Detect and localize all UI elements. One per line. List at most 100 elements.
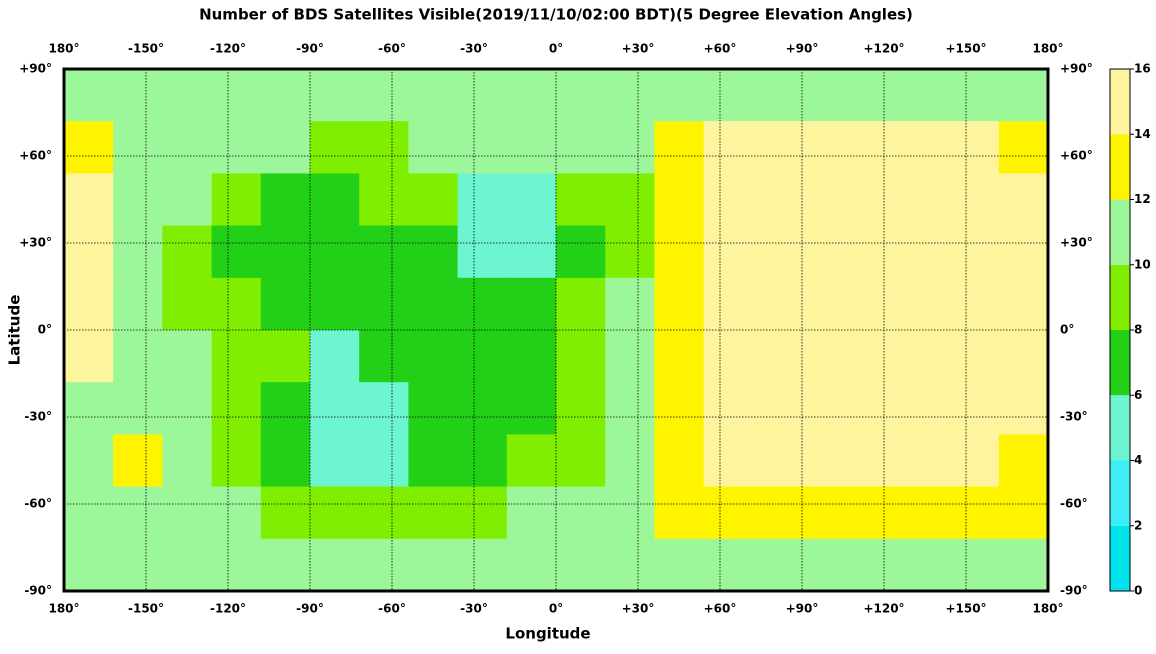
heat-cell xyxy=(802,486,852,540)
heat-cell xyxy=(113,69,163,122)
heat-cell xyxy=(949,121,1000,174)
heat-cell xyxy=(408,382,459,435)
heat-cell xyxy=(506,121,557,174)
heat-cell xyxy=(556,434,606,488)
colorbar-tick-label: 16 xyxy=(1134,62,1151,76)
colorbar-tick-label: 0 xyxy=(1134,584,1142,598)
heat-cell xyxy=(359,69,409,122)
y-tick-label-left: -90° xyxy=(24,584,52,598)
heat-cell xyxy=(211,69,262,122)
heat-cell xyxy=(703,225,754,279)
heat-cell xyxy=(408,434,459,488)
heat-cell xyxy=(408,486,459,540)
heat-cell xyxy=(556,382,606,435)
heat-cell xyxy=(310,225,360,279)
heat-cell xyxy=(752,538,803,592)
x-tick-label-top: +120° xyxy=(863,42,904,56)
heat-cell xyxy=(310,173,360,227)
x-tick-label-bottom: -90° xyxy=(296,602,324,616)
x-tick-label-bottom: +90° xyxy=(786,602,819,616)
heat-cell xyxy=(949,434,1000,488)
x-tick-label-top: -120° xyxy=(210,42,246,56)
heat-cell xyxy=(851,538,901,592)
y-tick-label-right: +30° xyxy=(1060,236,1093,250)
heat-cell xyxy=(605,382,655,435)
heat-cell xyxy=(64,277,114,331)
heat-cell xyxy=(506,173,557,227)
heat-cell xyxy=(556,486,606,540)
heat-cell xyxy=(457,277,508,331)
heat-cell xyxy=(64,486,114,540)
heat-cell xyxy=(113,225,163,279)
heat-cell xyxy=(162,121,213,174)
heat-cell xyxy=(113,121,163,174)
x-tick-label-top: +60° xyxy=(704,42,737,56)
heat-cell xyxy=(802,538,852,592)
heat-cell xyxy=(162,434,213,488)
heat-cell xyxy=(556,538,606,592)
heat-cell xyxy=(211,277,262,331)
heat-cell xyxy=(703,538,754,592)
heat-cell xyxy=(752,434,803,488)
heat-cell xyxy=(113,486,163,540)
heat-cell xyxy=(802,277,852,331)
x-tick-label-bottom: +120° xyxy=(863,602,904,616)
heat-cell xyxy=(752,486,803,540)
colorbar-swatch xyxy=(1110,69,1130,135)
heat-cell xyxy=(654,225,705,279)
heat-cell xyxy=(605,538,655,592)
heat-cell xyxy=(703,330,754,383)
x-tick-label-top: 0° xyxy=(549,42,563,56)
x-tick-label-top: -60° xyxy=(378,42,406,56)
heat-cell xyxy=(64,538,114,592)
heat-cell xyxy=(998,538,1049,592)
heat-cell xyxy=(310,434,360,488)
heat-cell xyxy=(556,277,606,331)
heat-cell xyxy=(851,486,901,540)
x-tick-label-top: 180° xyxy=(1032,42,1063,56)
heat-cell xyxy=(359,330,409,383)
heat-cell xyxy=(802,382,852,435)
heat-cell xyxy=(851,330,901,383)
heat-cell xyxy=(605,121,655,174)
tick-labels: 180° 180° -150° -150° -120° -120° -90° -90° -60°… xyxy=(19,42,1093,616)
y-tick-label-right: +90° xyxy=(1060,62,1093,76)
heat-cell xyxy=(802,225,852,279)
heat-cell xyxy=(654,277,705,331)
heat-cell xyxy=(556,225,606,279)
heat-cell xyxy=(556,173,606,227)
heat-cell xyxy=(752,225,803,279)
heat-cell xyxy=(900,277,951,331)
heat-cell xyxy=(457,330,508,383)
x-tick-label-bottom: -150° xyxy=(128,602,164,616)
heat-cell xyxy=(802,330,852,383)
heat-cell xyxy=(752,330,803,383)
heat-cell xyxy=(998,173,1049,227)
heat-cell xyxy=(949,225,1000,279)
x-tick-label-top: 180° xyxy=(48,42,79,56)
heat-cell xyxy=(64,173,114,227)
heat-cell xyxy=(752,69,803,122)
heat-cell xyxy=(211,538,262,592)
heat-cell xyxy=(113,538,163,592)
heat-cell xyxy=(998,225,1049,279)
heat-cell xyxy=(162,173,213,227)
heat-cell xyxy=(605,225,655,279)
heat-cell xyxy=(851,69,901,122)
heat-cell xyxy=(506,382,557,435)
heat-cell xyxy=(211,382,262,435)
heat-cell xyxy=(949,538,1000,592)
heat-cell xyxy=(260,486,311,540)
chart-title: Number of BDS Satellites Visible(2019/11… xyxy=(199,6,913,24)
heat-cell xyxy=(506,69,557,122)
y-tick-label-right: -30° xyxy=(1060,410,1088,424)
heat-cell xyxy=(211,330,262,383)
heat-cell xyxy=(359,225,409,279)
heat-cell xyxy=(802,121,852,174)
heat-cell xyxy=(359,382,409,435)
x-tick-label-bottom: +30° xyxy=(622,602,655,616)
colorbar: 0 2 4 6 8 10 12 14 16 xyxy=(1109,62,1151,598)
heat-cell xyxy=(900,225,951,279)
heat-cell xyxy=(310,69,360,122)
heat-cell xyxy=(359,538,409,592)
